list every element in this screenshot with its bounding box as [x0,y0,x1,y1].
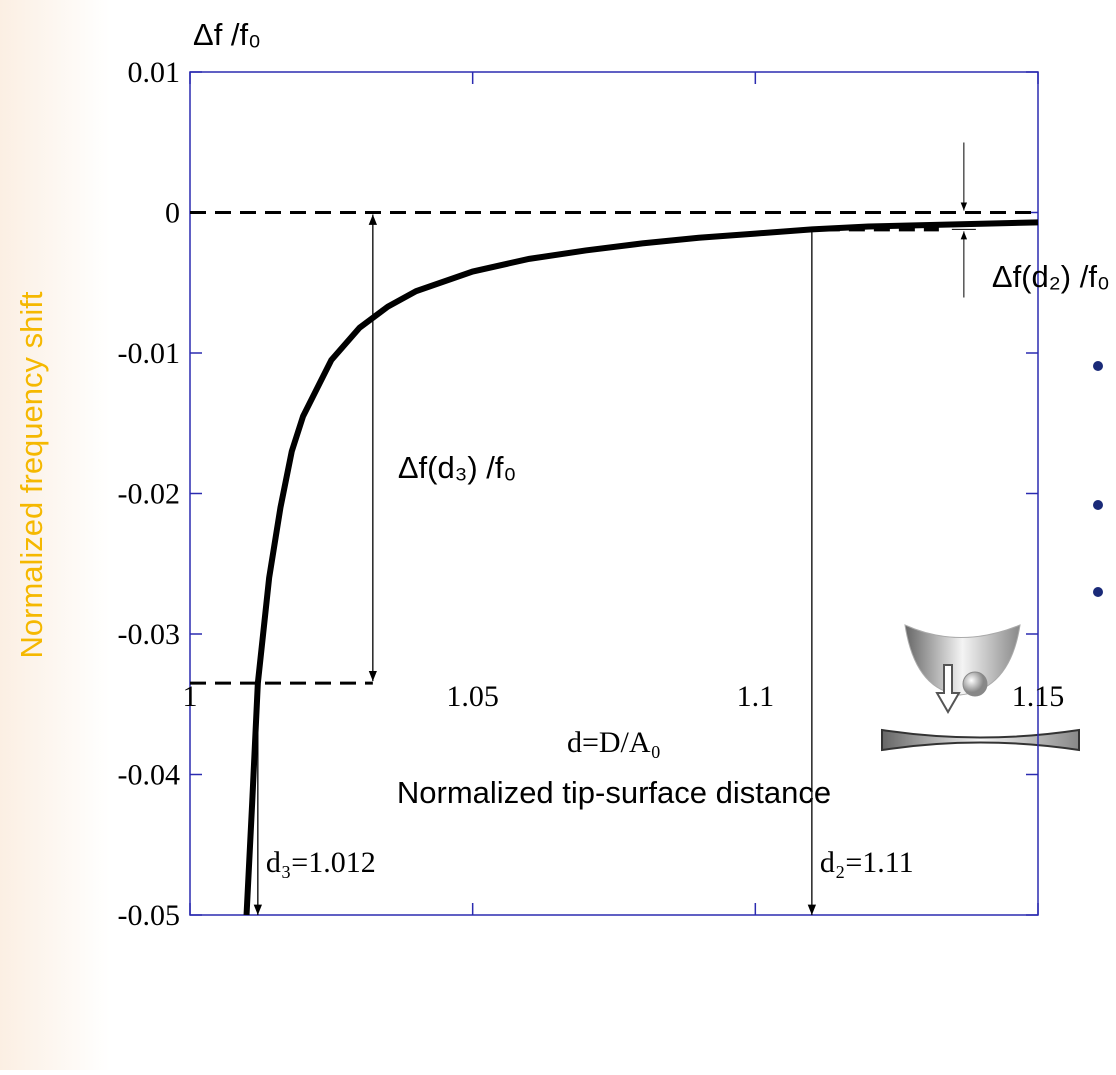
y-label: Normalized frequency shift [14,291,49,658]
y-tick-label: -0.04 [118,759,181,792]
y-tick-label: -0.05 [118,899,181,932]
shift-label: Δf(d₃) /f₀ [398,450,517,485]
x-tick-label: 1.05 [446,680,499,713]
bullets [1093,361,1103,597]
y-tick-label: 0.01 [128,56,181,89]
background-band [0,0,110,1070]
y-tick-label: -0.01 [118,337,181,370]
x-tick-label: 1.15 [1012,680,1065,713]
y-tick-label: -0.03 [118,618,181,651]
x-tick-label: 1 [183,680,198,713]
y-title: Δf /f₀ [193,17,261,52]
distance-label: d₂=1.11 [820,846,914,879]
shift-label: Δf(d₂) /f₀ [992,259,1110,294]
x-tick-label: 1.1 [737,680,775,713]
distance-label: d₃=1.012 [266,846,376,879]
tip-illustration [881,624,1080,752]
y-tick-label: 0 [165,197,180,230]
x-label: d=D/A₀ [567,726,661,759]
data-line [243,219,1039,916]
x-sublabel: Normalized tip-surface distance [397,775,831,810]
y-tick-label: -0.02 [118,478,181,511]
